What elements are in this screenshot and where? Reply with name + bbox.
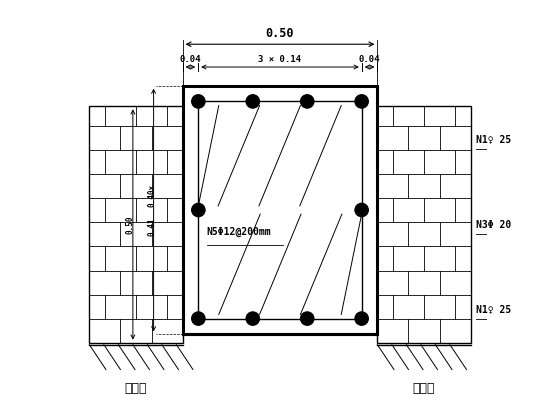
Circle shape [355, 95, 368, 108]
Text: N5Φ12@200mm: N5Φ12@200mm [207, 227, 271, 237]
Text: 3 × 0.14: 3 × 0.14 [259, 55, 301, 64]
Bar [183, 86, 377, 334]
Text: 0.50: 0.50 [125, 215, 134, 234]
Bar [90, 106, 183, 343]
Circle shape [246, 312, 259, 325]
Bar [90, 106, 183, 343]
Circle shape [355, 203, 368, 217]
Bar [198, 101, 362, 319]
Bar [377, 106, 470, 343]
Text: N3Φ 20: N3Φ 20 [475, 220, 511, 229]
Circle shape [301, 95, 314, 108]
Text: 档土墙: 档土墙 [125, 382, 147, 395]
Circle shape [355, 312, 368, 325]
Text: 0.41: 0.41 [147, 217, 156, 236]
Circle shape [301, 312, 314, 325]
Text: 0.40×: 0.40× [147, 184, 156, 207]
Text: 档土墙: 档土墙 [413, 382, 435, 395]
Text: 0.04: 0.04 [359, 55, 380, 64]
Text: N1♀ 25: N1♀ 25 [475, 304, 511, 315]
Text: 0.50: 0.50 [266, 27, 294, 40]
Circle shape [192, 203, 205, 217]
Circle shape [246, 95, 259, 108]
Text: 0.04: 0.04 [180, 55, 201, 64]
Bar [377, 106, 470, 343]
Circle shape [192, 312, 205, 325]
Text: N1♀ 25: N1♀ 25 [475, 134, 511, 144]
Circle shape [192, 95, 205, 108]
